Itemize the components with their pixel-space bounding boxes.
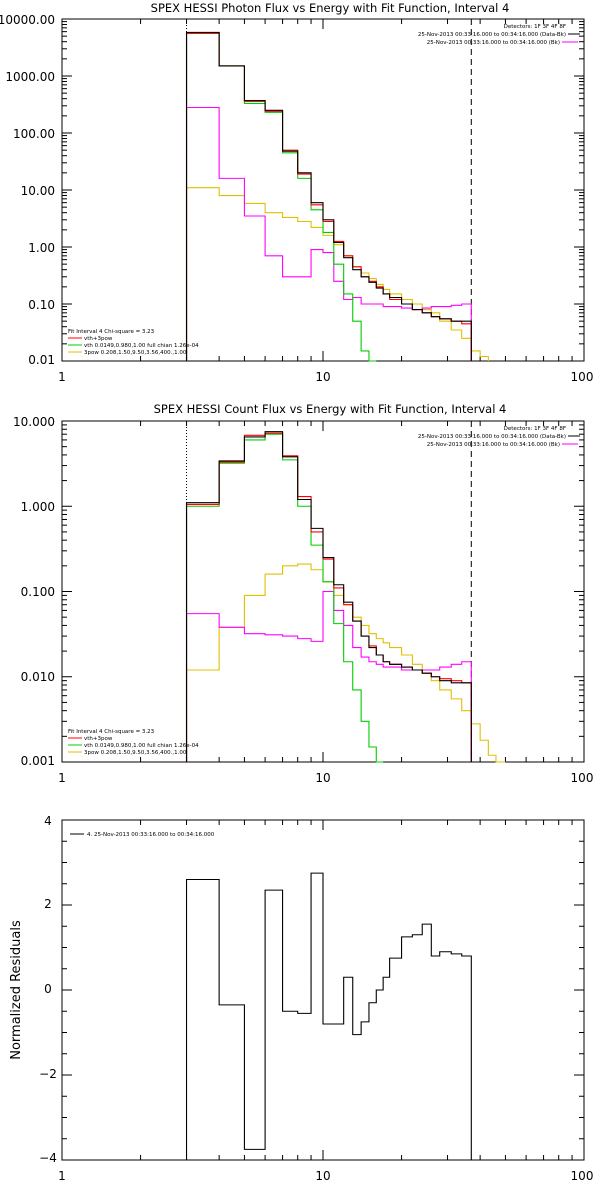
y-tick-label: 100.00 bbox=[13, 127, 55, 141]
series-lines bbox=[185, 431, 506, 763]
y-tick-label: −4 bbox=[39, 1151, 57, 1165]
y-tick-label: 2 bbox=[44, 897, 52, 911]
legend-entry-vth: vth 0.0149,0.980,1.00 full chian 1.26e-0… bbox=[84, 743, 199, 749]
x-tick-label: 10 bbox=[315, 370, 330, 384]
residuals-chart: Normalized Residuals 4 2 0 −2 −4 1 10 10… bbox=[9, 814, 593, 1183]
legend-entry-model: vth+3pow bbox=[84, 736, 113, 742]
legend: 4. 25-Nov-2013 00:33:16.000 to 00:34:16.… bbox=[70, 832, 215, 838]
y-tick-label: 10.00 bbox=[21, 184, 55, 198]
series-data bbox=[185, 431, 472, 762]
y-tick-labels: 10000.00 1000.00 100.00 10.00 1.00 0.10 … bbox=[0, 13, 55, 367]
series-bk bbox=[185, 590, 472, 762]
legend-entry-vth: vth 0.0149,0.980,1.00 full chian 1.26e-0… bbox=[84, 343, 199, 349]
legend-bottom: Fit Interval 4 Chi-square = 3.23 vth+3po… bbox=[68, 329, 199, 356]
x-tick-label: 1 bbox=[58, 370, 66, 384]
y-tick-labels: 10.000 1.000 0.100 0.010 0.001 bbox=[13, 415, 55, 768]
x-tick-labels: 1 10 100 bbox=[58, 1169, 593, 1183]
x-tick-label: 100 bbox=[571, 771, 594, 785]
series-data bbox=[185, 31, 472, 361]
y-axis-label: Normalized Residuals bbox=[9, 920, 24, 1060]
y-tick-label: 1000.00 bbox=[5, 70, 55, 84]
x-tick-label: 1 bbox=[58, 1169, 66, 1183]
y-tick-label: 4 bbox=[44, 814, 52, 828]
legend-entry-bk: 25-Nov-2013 00:33:16.000 to 00:34:16.000… bbox=[427, 40, 560, 46]
y-tick-labels: 4 2 0 −2 −4 bbox=[39, 814, 57, 1165]
legend-entry-data: 25-Nov-2013 00:33:16.000 to 00:34:16.000… bbox=[418, 32, 566, 38]
x-tick-labels: 1 10 100 bbox=[58, 771, 593, 785]
legend-fit-interval: Fit Interval 4 Chi-square = 3.23 bbox=[68, 729, 155, 735]
x-tick-labels: 1 10 100 bbox=[58, 370, 593, 384]
x-tick-label: 1 bbox=[58, 771, 66, 785]
legend-bottom: Fit Interval 4 Chi-square = 3.23 vth+3po… bbox=[68, 729, 199, 756]
series-spow bbox=[185, 563, 506, 763]
y-tick-label: 1.00 bbox=[28, 241, 55, 255]
series-lines bbox=[185, 872, 472, 1160]
legend-entry-data: 25-Nov-2013 00:33:16.000 to 00:34:16.000… bbox=[418, 434, 566, 440]
x-tick-label: 10 bbox=[315, 1169, 330, 1183]
legend-entry-spow: 3pow 0.208,1.50,9.50,3.56,400.,1.00 bbox=[84, 350, 187, 356]
legend-entry-bk: 25-Nov-2013 00:33:16.000 to 00:34:16.000… bbox=[427, 442, 560, 448]
y-tick-label: −2 bbox=[39, 1067, 57, 1081]
x-tick-label: 10 bbox=[315, 771, 330, 785]
axis-ticks bbox=[61, 819, 584, 1161]
legend-detectors: Detectors: 1F 3F 4F 8F bbox=[504, 24, 566, 30]
axis-ticks bbox=[61, 420, 584, 763]
legend-entry-residuals: 4. 25-Nov-2013 00:33:16.000 to 00:34:16.… bbox=[87, 832, 215, 838]
y-tick-label: 0.010 bbox=[21, 670, 55, 684]
series-bk bbox=[185, 106, 472, 361]
series-data bbox=[185, 872, 472, 1160]
y-tick-label: 0.001 bbox=[21, 754, 55, 768]
x-tick-label: 100 bbox=[571, 1169, 594, 1183]
y-tick-label: 0.10 bbox=[28, 298, 55, 312]
y-tick-label: 0.01 bbox=[28, 353, 55, 367]
legend-top: Detectors: 1F 3F 4F 8F 25-Nov-2013 00:33… bbox=[418, 24, 580, 46]
photon-flux-chart: SPEX HESSI Photon Flux vs Energy with Fi… bbox=[0, 1, 593, 384]
y-tick-label: 0.100 bbox=[21, 585, 55, 599]
count-flux-chart: SPEX HESSI Count Flux vs Energy with Fit… bbox=[13, 402, 593, 785]
y-tick-label: 10.000 bbox=[13, 415, 55, 429]
chart-title: SPEX HESSI Count Flux vs Energy with Fit… bbox=[154, 402, 507, 416]
legend-fit-interval: Fit Interval 4 Chi-square = 3.23 bbox=[68, 329, 155, 335]
legend-entry-model: vth+3pow bbox=[84, 336, 113, 342]
axis-ticks bbox=[61, 18, 584, 362]
legend-entry-spow: 3pow 0.208,1.50,9.50,3.56,400.,1.00 bbox=[84, 750, 187, 756]
y-tick-label: 10000.00 bbox=[0, 13, 55, 27]
y-tick-label: 1.000 bbox=[21, 500, 55, 514]
legend-detectors: Detectors: 1F 3F 4F 8F bbox=[504, 426, 566, 432]
y-tick-label: 0 bbox=[44, 982, 52, 996]
series-lines bbox=[185, 31, 489, 362]
x-tick-label: 100 bbox=[571, 370, 594, 384]
legend-top: Detectors: 1F 3F 4F 8F 25-Nov-2013 00:33… bbox=[418, 426, 580, 448]
series-spow bbox=[185, 187, 489, 361]
chart-title: SPEX HESSI Photon Flux vs Energy with Fi… bbox=[151, 1, 510, 15]
